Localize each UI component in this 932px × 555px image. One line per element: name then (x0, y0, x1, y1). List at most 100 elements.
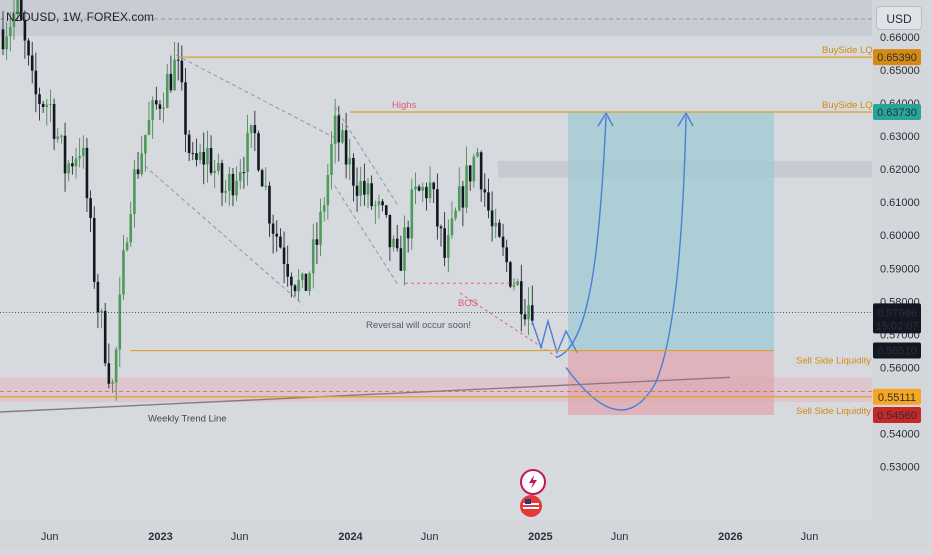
candle-body (173, 59, 176, 91)
lightning-icon[interactable] (520, 469, 546, 495)
candle-body (114, 349, 118, 383)
candle-body (395, 238, 399, 249)
candle-body (253, 125, 257, 134)
candle-body (187, 134, 191, 154)
candle-body (301, 273, 304, 280)
candle-body (52, 103, 56, 139)
candle-body (176, 59, 180, 61)
currency-button[interactable]: USD (876, 6, 922, 30)
candle-body (9, 27, 12, 37)
candle-body (315, 239, 319, 245)
candle-body (443, 228, 446, 258)
candle-body (472, 156, 476, 182)
candle-body (147, 119, 151, 135)
y-tick-label: 0.53000 (880, 462, 920, 474)
candle-body (228, 173, 231, 191)
candle-body (326, 175, 330, 206)
y-tick-label: 0.54000 (880, 428, 920, 440)
candle-body (290, 276, 293, 286)
candle-body (319, 211, 322, 245)
candle-body (520, 281, 523, 315)
candle-body (23, 19, 27, 41)
candle-body (363, 180, 366, 195)
candle-body (381, 201, 384, 206)
candle-body (428, 182, 432, 199)
candle-body (304, 273, 308, 291)
candle-body (5, 36, 8, 50)
trendline-label: Weekly Trend Line (148, 414, 227, 425)
candle-body (63, 135, 67, 174)
candle-body (399, 248, 403, 271)
candle-body (297, 279, 300, 292)
candle-body (249, 125, 253, 133)
sell-side-label-2: Sell Side Liquidity (796, 406, 871, 417)
candle-body (34, 70, 38, 95)
candle-body (19, 0, 23, 20)
projection-path-1 (555, 116, 607, 359)
target-zone (568, 112, 774, 351)
y-tick-label: 0.62000 (880, 164, 920, 176)
candle-body (118, 294, 122, 350)
candle-body (100, 310, 103, 313)
candle-body (487, 192, 490, 211)
candle-body (512, 284, 516, 287)
candle-body (209, 148, 213, 173)
candle-body (125, 242, 129, 251)
time-axis-background (0, 520, 872, 550)
y-tick-label: 0.63000 (880, 131, 920, 143)
tag-63730: 0.63730 (877, 107, 917, 119)
candle-body (242, 172, 246, 174)
candle-body (330, 143, 333, 176)
bos-label: BOS (458, 298, 478, 309)
tag-55111: 0.55111 (878, 392, 916, 404)
candle-body (16, 0, 19, 14)
bos-projection-line (459, 292, 561, 360)
candle-body (140, 153, 143, 175)
candle-body (461, 186, 465, 208)
projection-path-2 (565, 116, 687, 411)
candle-body (465, 165, 468, 208)
candle-body (447, 235, 450, 258)
tag-current-bg (873, 303, 921, 334)
tag-54560: 0.54560 (877, 410, 917, 422)
zigzag-projection (531, 318, 578, 355)
channel-upper-line (176, 54, 335, 139)
candle-body (136, 169, 140, 175)
sell-side-label-1: Sell Side Liquidity (796, 356, 871, 367)
candle-body (78, 156, 81, 159)
candle-body (308, 273, 311, 291)
channel2-upper-line (334, 106, 399, 206)
candle-body (414, 186, 417, 190)
candle-body (27, 40, 30, 56)
stop-zone (568, 350, 774, 415)
candle-body (67, 163, 70, 174)
candle-body (509, 262, 512, 287)
buyside-lq-label-1: BuySide LQ (822, 45, 873, 56)
top-zone (0, 0, 872, 36)
candle-body (468, 165, 472, 182)
y-tick-label: 0.60000 (880, 230, 920, 242)
weekly-trend-line (0, 376, 731, 413)
candle-body (516, 281, 519, 285)
candle-body (220, 163, 224, 193)
highs-label: Highs (392, 100, 417, 111)
candle-body (246, 132, 249, 173)
candle-body (275, 233, 279, 237)
candle-body (56, 136, 60, 139)
tag-current-price: 0.57666 (877, 307, 917, 319)
us-flag-icon[interactable] (520, 495, 542, 517)
projection-arrow-2 (677, 111, 694, 127)
candle-body (158, 104, 162, 109)
y-tick-label: 0.65000 (880, 65, 920, 77)
candle-body (498, 222, 501, 237)
candle-body (348, 157, 352, 165)
candle-body (494, 222, 498, 227)
candle-body (388, 214, 392, 248)
candle-body (89, 198, 92, 218)
candle-body (421, 186, 425, 191)
candle-body (195, 153, 198, 160)
candle-body (107, 363, 111, 384)
candle-body (198, 151, 202, 160)
